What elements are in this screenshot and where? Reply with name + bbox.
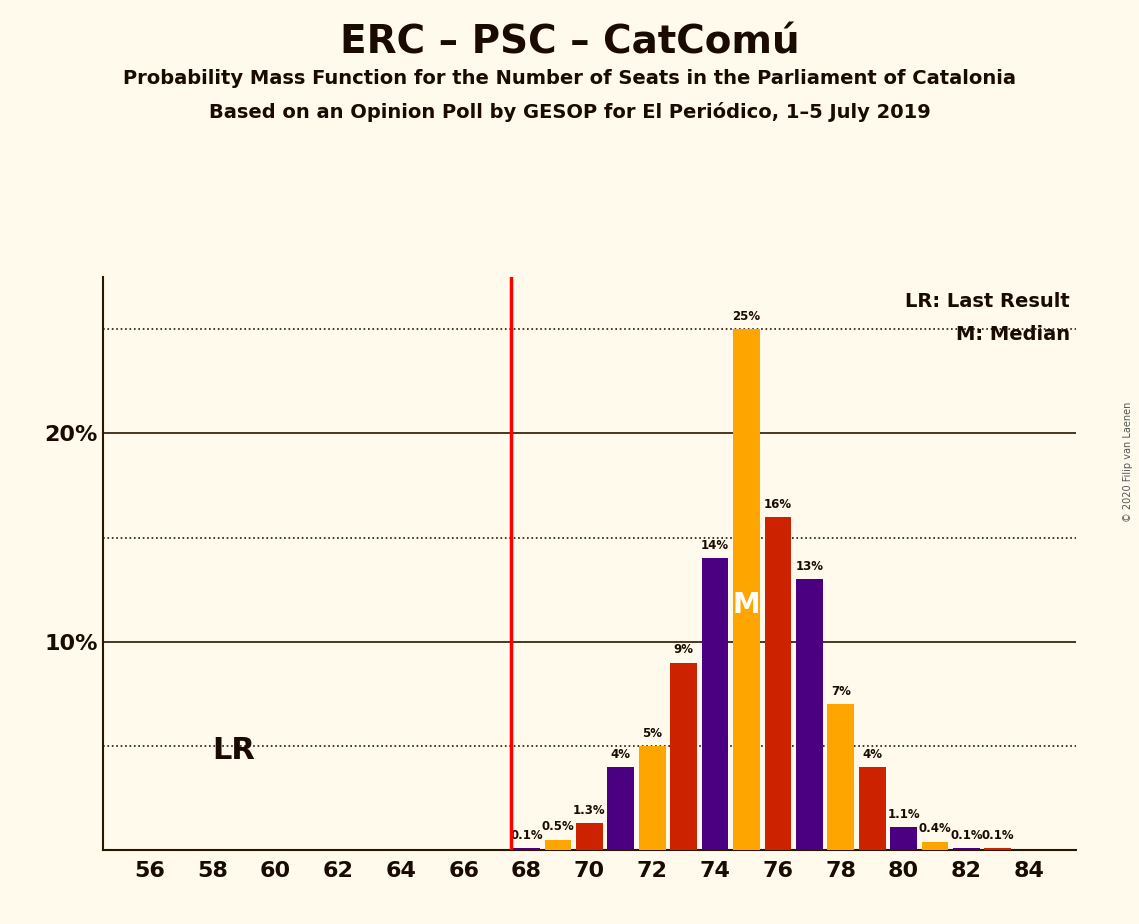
Text: 7%: 7% <box>830 685 851 698</box>
Bar <box>796 579 822 850</box>
Text: 1.3%: 1.3% <box>573 804 606 817</box>
Bar <box>859 767 885 850</box>
Text: 0.1%: 0.1% <box>950 829 983 842</box>
Bar <box>607 767 634 850</box>
Text: 14%: 14% <box>700 540 729 553</box>
Bar <box>514 848 540 850</box>
Text: LR: LR <box>213 736 255 764</box>
Text: 1.1%: 1.1% <box>887 808 920 821</box>
Text: 0.4%: 0.4% <box>919 822 951 835</box>
Bar <box>671 663 697 850</box>
Text: 16%: 16% <box>764 497 792 511</box>
Text: 0.1%: 0.1% <box>510 829 543 842</box>
Bar <box>702 558 729 850</box>
Text: M: Median: M: Median <box>956 325 1070 344</box>
Bar <box>827 704 854 850</box>
Text: ERC – PSC – CatComú: ERC – PSC – CatComú <box>339 23 800 61</box>
Text: 4%: 4% <box>611 748 631 760</box>
Text: 4%: 4% <box>862 748 883 760</box>
Text: 25%: 25% <box>732 310 761 323</box>
Text: 5%: 5% <box>642 726 662 740</box>
Bar <box>734 329 760 850</box>
Bar <box>921 842 949 850</box>
Text: © 2020 Filip van Laenen: © 2020 Filip van Laenen <box>1123 402 1133 522</box>
Text: 0.5%: 0.5% <box>542 821 574 833</box>
Text: Probability Mass Function for the Number of Seats in the Parliament of Catalonia: Probability Mass Function for the Number… <box>123 69 1016 89</box>
Text: 13%: 13% <box>795 560 823 573</box>
Bar <box>953 848 980 850</box>
Text: 9%: 9% <box>673 643 694 656</box>
Bar <box>576 823 603 850</box>
Text: M: M <box>732 591 761 619</box>
Text: Based on an Opinion Poll by GESOP for El Periódico, 1–5 July 2019: Based on an Opinion Poll by GESOP for El… <box>208 102 931 122</box>
Bar <box>639 746 665 850</box>
Bar <box>984 848 1011 850</box>
Bar <box>544 840 572 850</box>
Text: 0.1%: 0.1% <box>982 829 1014 842</box>
Bar <box>764 517 792 850</box>
Text: LR: Last Result: LR: Last Result <box>906 292 1070 310</box>
Bar <box>891 827 917 850</box>
